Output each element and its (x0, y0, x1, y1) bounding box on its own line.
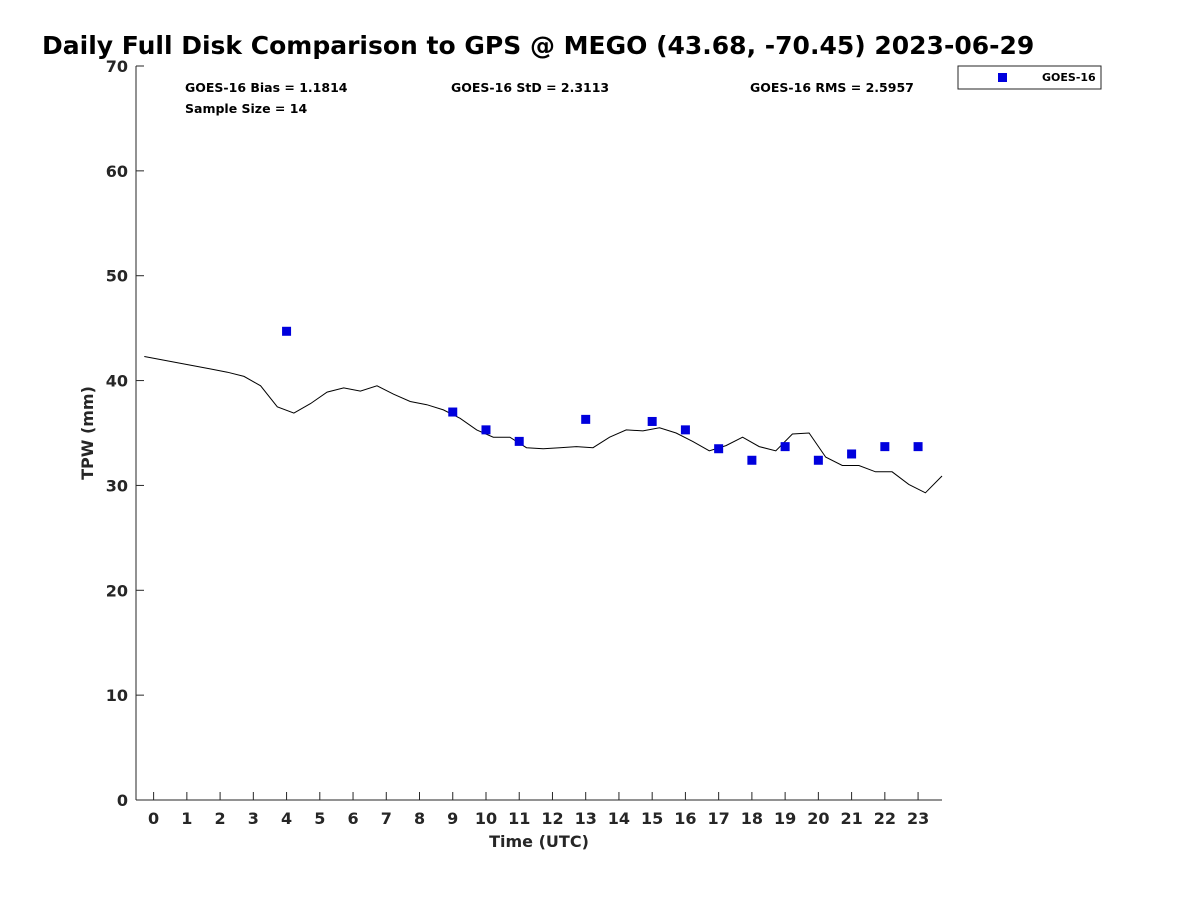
x-tick-label: 22 (874, 809, 896, 828)
goes16-point (880, 442, 890, 452)
gps-line-series (144, 356, 943, 494)
bias-stat: GOES-16 Bias = 1.1814 (185, 80, 348, 95)
sample-size-stat: Sample Size = 14 (185, 101, 307, 116)
y-tick-label: 70 (106, 57, 128, 76)
goes16-point (448, 407, 458, 417)
x-tick-label: 1 (181, 809, 192, 828)
y-tick-label: 60 (106, 162, 128, 181)
x-tick-label: 18 (741, 809, 763, 828)
goes16-point (913, 442, 923, 452)
goes16-point (780, 442, 790, 452)
std-stat: GOES-16 StD = 2.3113 (451, 80, 609, 95)
x-tick-label: 2 (215, 809, 226, 828)
x-tick-label: 20 (807, 809, 829, 828)
y-tick-label: 50 (106, 267, 128, 286)
goes16-point (481, 425, 491, 435)
x-tick-label: 11 (508, 809, 530, 828)
chart-title: Daily Full Disk Comparison to GPS @ MEGO… (42, 31, 1034, 60)
x-tick-label: 9 (447, 809, 458, 828)
x-tick-label: 21 (840, 809, 862, 828)
x-tick-label: 15 (641, 809, 663, 828)
x-axis-label: Time (UTC) (489, 832, 589, 851)
stats-annotations: GOES-16 Bias = 1.1814 GOES-16 StD = 2.31… (185, 80, 914, 116)
goes16-point (282, 326, 292, 336)
y-ticks: 0 10 20 30 40 50 60 70 (106, 57, 144, 810)
y-tick-label: 10 (106, 686, 128, 705)
x-tick-label: 10 (475, 809, 497, 828)
x-ticks: 0 1 2 3 4 5 6 7 8 9 10 11 12 13 14 15 16 17 18 19 20 21 22 23 (148, 792, 929, 828)
x-tick-label: 17 (708, 809, 730, 828)
goes16-point (514, 436, 524, 446)
goes16-point (813, 455, 823, 465)
y-tick-label: 40 (106, 372, 128, 391)
y-tick-label: 30 (106, 476, 128, 495)
goes16-point (680, 425, 690, 435)
x-tick-label: 14 (608, 809, 630, 828)
rms-stat: GOES-16 RMS = 2.5957 (750, 80, 914, 95)
goes16-point (714, 444, 724, 454)
legend-box (957, 65, 1102, 90)
x-tick-label: 23 (907, 809, 929, 828)
x-tick-label: 4 (281, 809, 292, 828)
x-tick-label: 16 (674, 809, 696, 828)
plot-frame (135, 66, 942, 801)
x-tick-label: 0 (148, 809, 159, 828)
gps-line (144, 356, 943, 494)
goes16-point (647, 416, 657, 426)
x-tick-label: 5 (314, 809, 325, 828)
x-tick-label: 13 (575, 809, 597, 828)
x-tick-label: 12 (541, 809, 563, 828)
x-tick-label: 7 (381, 809, 392, 828)
goes16-point (747, 455, 757, 465)
y-axis-label: TPW (mm) (78, 386, 97, 480)
goes16-scatter-series (282, 326, 923, 465)
x-tick-label: 19 (774, 809, 796, 828)
y-tick-label: 0 (117, 791, 128, 810)
x-tick-label: 3 (248, 809, 259, 828)
goes16-point (581, 414, 591, 424)
legend-marker (998, 73, 1007, 82)
legend: GOES-16 (957, 65, 1102, 90)
legend-label-goes16: GOES-16 (1042, 71, 1096, 84)
y-tick-label: 20 (106, 581, 128, 600)
goes16-point (847, 449, 857, 459)
x-tick-label: 6 (347, 809, 358, 828)
x-tick-label: 8 (414, 809, 425, 828)
